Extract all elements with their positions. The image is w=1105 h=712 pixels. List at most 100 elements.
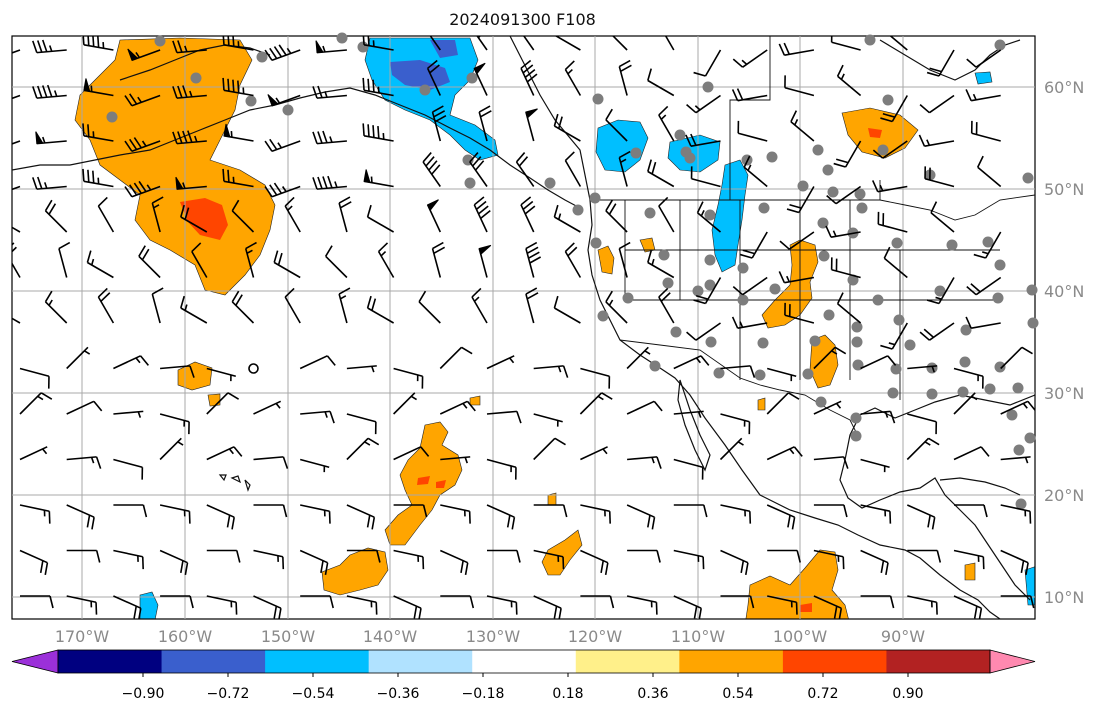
colorbar-tick-label: 0.72 — [807, 686, 838, 702]
wind-barb — [362, 77, 394, 97]
wind-barb — [784, 75, 815, 97]
longitude-label: 90°W — [881, 627, 925, 646]
wind-barb — [180, 295, 208, 324]
wind-barb — [253, 504, 288, 518]
wind-barb — [525, 241, 542, 278]
wind-barb — [439, 549, 469, 576]
wind-barb — [766, 504, 796, 530]
wind-barb — [767, 595, 798, 615]
wind-barb — [906, 504, 936, 530]
station-dot — [737, 262, 749, 274]
wind-barb — [533, 413, 563, 427]
graticule — [12, 36, 1035, 619]
wind-barb — [151, 196, 164, 233]
wind-barb — [732, 49, 768, 68]
wind-barb — [82, 36, 114, 51]
wind-barb — [253, 456, 289, 469]
wind-barb — [66, 504, 95, 530]
colorbar-tick-label: 0.18 — [552, 686, 583, 702]
wind-barb — [267, 94, 301, 107]
station-dot — [692, 285, 704, 297]
wind-barb — [627, 549, 661, 563]
wind-barb — [564, 151, 582, 187]
wind-barb — [673, 410, 704, 418]
station-dot — [1012, 382, 1024, 394]
wind-barb — [953, 367, 984, 389]
wind-barb — [889, 36, 908, 51]
wind-barb — [346, 549, 381, 563]
wind-barb — [422, 152, 441, 187]
wind-barb — [299, 549, 329, 576]
wind-barb — [919, 322, 955, 341]
wind-barb — [973, 231, 1002, 259]
colorbar: −0.90 −0.72 −0.54 −0.36 −0.18 0.18 0.36 0.54 0.7… — [11, 649, 1036, 702]
wind-barb — [248, 363, 259, 374]
station-dot — [737, 294, 749, 306]
station-dot — [256, 51, 268, 63]
wind-barb — [113, 595, 142, 619]
wind-barb — [346, 413, 377, 435]
wind-barb — [431, 105, 447, 142]
wind-barb — [35, 131, 67, 145]
latitude-label: 20°N — [1044, 486, 1084, 505]
station-dot — [809, 335, 821, 347]
wind-barb — [618, 241, 631, 278]
station-dot — [704, 279, 716, 291]
colorbar-segment — [368, 650, 473, 673]
wind-barb — [346, 437, 380, 461]
wind-barb — [393, 549, 425, 570]
wind-barb — [66, 549, 101, 563]
station-dot — [850, 412, 862, 424]
wind-barb — [418, 290, 441, 324]
wind-barb — [658, 196, 675, 233]
wind-barbs — [12, 36, 1035, 619]
wind-barb — [658, 287, 675, 324]
wind-barb — [338, 287, 351, 324]
wind-barb — [66, 595, 98, 615]
wind-barb — [1000, 400, 1035, 415]
political-borders — [590, 36, 1035, 441]
station-dot — [1015, 498, 1027, 510]
colorbar-extend-high — [989, 649, 1036, 674]
longitude-labels: 170°W 160°W 150°W 140°W 130°W 120°W 110°W 100°W… — [55, 627, 925, 646]
station-dot — [713, 367, 725, 379]
station-dot — [994, 259, 1006, 271]
station-dot — [622, 292, 634, 304]
wind-barb — [533, 437, 566, 461]
wind-barb — [19, 504, 51, 524]
wind-barb — [32, 176, 67, 190]
wind-barb — [473, 196, 491, 233]
station-dot — [704, 254, 716, 266]
wind-barb — [97, 196, 115, 233]
wind-barb — [813, 400, 842, 415]
station-dot — [864, 34, 876, 46]
wind-barb — [124, 93, 161, 107]
station-dot — [982, 236, 994, 248]
longitude-label: 110°W — [671, 627, 726, 646]
wind-barb — [833, 140, 862, 168]
station-dot — [890, 363, 902, 375]
wind-barb — [439, 346, 473, 370]
wind-barb — [924, 166, 955, 188]
wind-barb — [779, 231, 815, 250]
wind-barb — [160, 365, 195, 378]
wind-barb — [673, 549, 705, 570]
wind-barb — [159, 413, 190, 435]
station-dot — [946, 239, 958, 251]
wind-barb — [696, 201, 722, 233]
wind-barb — [580, 446, 608, 461]
station-dot — [797, 180, 809, 192]
wind-barb — [626, 595, 658, 615]
wind-barb — [487, 549, 521, 563]
wind-barb — [564, 60, 582, 96]
wind-barb — [664, 36, 675, 51]
wind-barb — [377, 242, 395, 278]
station-dot — [419, 84, 431, 96]
wind-barb — [580, 549, 609, 576]
wind-barb — [860, 355, 897, 370]
wind-barb — [1000, 549, 1029, 576]
station-dot — [684, 152, 696, 164]
wind-barb — [346, 504, 376, 530]
wind-barb — [719, 437, 744, 461]
longitude-label: 140°W — [363, 627, 418, 646]
